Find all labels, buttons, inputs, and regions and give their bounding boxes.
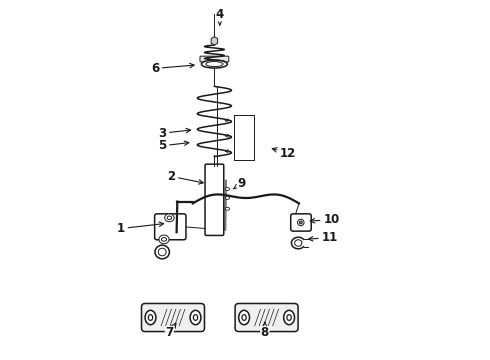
Ellipse shape xyxy=(297,219,304,226)
Ellipse shape xyxy=(201,60,227,68)
Ellipse shape xyxy=(294,240,302,246)
Ellipse shape xyxy=(287,315,291,320)
Text: 4: 4 xyxy=(216,8,224,25)
Ellipse shape xyxy=(225,207,229,210)
Text: 11: 11 xyxy=(308,231,338,244)
Text: 7: 7 xyxy=(165,323,176,339)
FancyBboxPatch shape xyxy=(205,164,224,235)
FancyBboxPatch shape xyxy=(200,56,229,62)
Text: 2: 2 xyxy=(167,170,203,184)
Polygon shape xyxy=(211,37,218,45)
Ellipse shape xyxy=(206,62,223,67)
Ellipse shape xyxy=(148,315,153,320)
Text: 10: 10 xyxy=(310,213,340,226)
Ellipse shape xyxy=(158,248,166,256)
Text: 12: 12 xyxy=(272,147,296,159)
FancyBboxPatch shape xyxy=(235,303,298,332)
Ellipse shape xyxy=(299,221,302,224)
Text: 3: 3 xyxy=(158,127,191,140)
Ellipse shape xyxy=(165,214,174,222)
Ellipse shape xyxy=(284,310,294,325)
Ellipse shape xyxy=(155,245,170,259)
Ellipse shape xyxy=(225,197,229,199)
Ellipse shape xyxy=(194,315,197,320)
Text: 8: 8 xyxy=(261,322,269,339)
Ellipse shape xyxy=(225,188,229,190)
Text: 9: 9 xyxy=(234,177,245,190)
Ellipse shape xyxy=(159,235,169,244)
FancyBboxPatch shape xyxy=(142,303,204,332)
Ellipse shape xyxy=(162,238,167,241)
Ellipse shape xyxy=(167,216,171,220)
Ellipse shape xyxy=(190,310,201,325)
Text: 6: 6 xyxy=(151,62,194,75)
FancyBboxPatch shape xyxy=(291,214,311,231)
Text: 1: 1 xyxy=(117,222,164,235)
Text: 5: 5 xyxy=(158,139,189,152)
FancyBboxPatch shape xyxy=(155,214,186,240)
Ellipse shape xyxy=(242,315,246,320)
Ellipse shape xyxy=(239,310,249,325)
Ellipse shape xyxy=(145,310,156,325)
